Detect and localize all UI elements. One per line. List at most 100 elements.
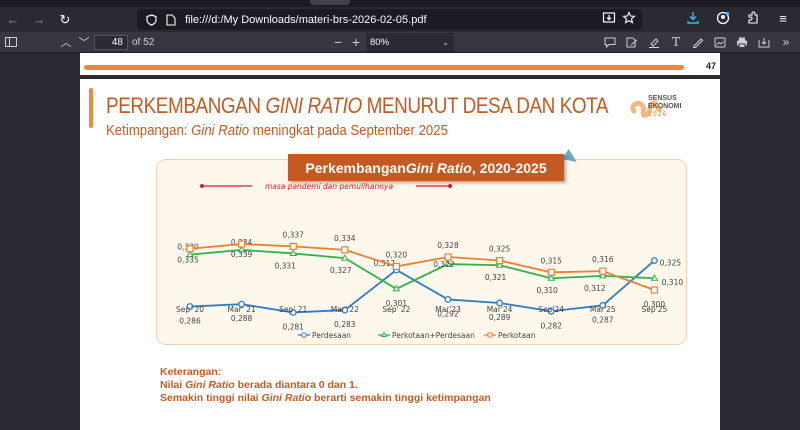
- chart-legend: Perdesaan Perkotaan+Perdesaan Perkotaan: [298, 331, 536, 340]
- svg-text:0,312: 0,312: [584, 284, 606, 293]
- svg-text:0,328: 0,328: [437, 241, 459, 250]
- shield-icon[interactable]: [143, 12, 159, 28]
- signature-icon: [626, 37, 638, 47]
- svg-text:0,286: 0,286: [179, 317, 201, 326]
- svg-text:Mar'24: Mar'24: [487, 305, 513, 314]
- title-accent-bar: [89, 88, 93, 128]
- page-subtitle: Ketimpangan: Gini Ratio meningkat pada S…: [106, 122, 448, 139]
- page-count: of 52: [132, 37, 155, 48]
- more-tools-button[interactable]: »: [776, 33, 796, 51]
- extensions-button[interactable]: [740, 7, 766, 29]
- svg-text:Sep'25: Sep'25: [642, 305, 668, 314]
- svg-text:Sep' 20: Sep' 20: [176, 305, 204, 314]
- page-number: 47: [705, 61, 716, 71]
- svg-text:0,301: 0,301: [386, 299, 408, 308]
- account-button[interactable]: [710, 7, 736, 29]
- printer-icon: [737, 37, 747, 48]
- svg-text:0,310: 0,310: [536, 286, 558, 295]
- chart-card: masa pandemi dan pemulihannya 0,286 0,288…: [156, 159, 687, 345]
- draw-button[interactable]: [688, 33, 708, 51]
- svg-text:0,331: 0,331: [274, 261, 296, 270]
- svg-text:Perkotaan: Perkotaan: [498, 331, 536, 340]
- comment-button[interactable]: [600, 33, 620, 51]
- svg-text:0,325: 0,325: [660, 259, 682, 268]
- previous-page-button[interactable]: ︿: [56, 33, 76, 51]
- svg-text:0,282: 0,282: [540, 321, 562, 330]
- highlight-button[interactable]: [644, 33, 664, 51]
- reload-button[interactable]: ↻: [52, 9, 78, 31]
- svg-text:0,325: 0,325: [489, 245, 511, 254]
- svg-text:0,320: 0,320: [386, 250, 408, 259]
- svg-text:0,292: 0,292: [437, 309, 459, 318]
- svg-text:0,283: 0,283: [334, 320, 356, 329]
- hamburger-menu-icon: ≡: [779, 10, 787, 26]
- zoom-select[interactable]: 80% ⌄: [366, 33, 454, 52]
- star-icon[interactable]: [622, 11, 636, 28]
- downloads-button[interactable]: [680, 7, 706, 29]
- highlighter-icon: [649, 37, 659, 48]
- forward-button[interactable]: →: [26, 9, 52, 31]
- signature-button[interactable]: [622, 33, 642, 51]
- text-icon: T: [671, 35, 680, 49]
- svg-text:Sep' 21: Sep' 21: [279, 305, 307, 314]
- url-text[interactable]: file:///d:/My Downloads/materi-brs-2026-…: [185, 13, 427, 26]
- svg-text:0,310: 0,310: [662, 278, 684, 287]
- orange-divider: [84, 65, 684, 70]
- logo-text: SENSUS EKONOMI 2026: [648, 95, 682, 118]
- svg-text:0,321: 0,321: [485, 273, 507, 282]
- svg-text:Mar' 22: Mar' 22: [331, 305, 359, 314]
- gini-ratio-line-chart: masa pandemi dan pemulihannya 0,286 0,288…: [176, 182, 684, 340]
- pdf-page: PERKEMBANGAN GINI RATIO MENURUT DESA DAN…: [80, 79, 720, 430]
- svg-text:0,316: 0,316: [592, 255, 614, 264]
- reload-icon: ↻: [59, 11, 71, 27]
- sidebar-toggle-button[interactable]: [1, 33, 21, 51]
- image-icon: [714, 37, 726, 47]
- comment-icon: [604, 37, 616, 48]
- back-button[interactable]: ←: [0, 9, 26, 31]
- navigation-bar: ← → ↻ file:///d:/My Downloads/materi-brs…: [0, 7, 800, 32]
- arrow-left-icon: ←: [6, 12, 20, 27]
- next-page-button[interactable]: ﹀: [74, 33, 94, 51]
- image-button[interactable]: [710, 33, 730, 51]
- zoom-out-button[interactable]: −: [333, 34, 343, 50]
- chevron-down-icon: ﹀: [78, 37, 90, 49]
- chevron-down-icon: ⌄: [442, 38, 449, 47]
- sensus-ekonomi-logo-icon: [630, 100, 663, 118]
- page-number-input[interactable]: 48: [94, 35, 128, 50]
- sidebar-icon: [5, 37, 17, 47]
- active-tab-edge[interactable]: [310, 0, 350, 5]
- svg-text:0,337: 0,337: [282, 230, 304, 239]
- svg-text:Mar'25: Mar'25: [590, 305, 616, 314]
- svg-text:Sep' 22: Sep' 22: [382, 305, 410, 314]
- svg-text:0,322: 0,322: [433, 260, 455, 269]
- arrow-right-icon: →: [32, 12, 46, 27]
- svg-text:0,327: 0,327: [330, 266, 352, 275]
- svg-text:Sep'24: Sep'24: [538, 305, 564, 314]
- menu-button[interactable]: ≡: [770, 7, 796, 29]
- svg-text:Perdesaan: Perdesaan: [312, 331, 351, 340]
- svg-text:0,289: 0,289: [489, 313, 511, 322]
- svg-text:0,339: 0,339: [231, 250, 253, 259]
- extensions-icon: [748, 11, 758, 24]
- svg-text:0,300: 0,300: [644, 300, 666, 309]
- pdf-viewer[interactable]: 47 PERKEMBANGAN GINI RATIO MENURUT DESA …: [0, 53, 800, 430]
- download-icon: [687, 12, 699, 24]
- text-button[interactable]: T: [666, 33, 686, 51]
- tab-strip: [0, 0, 800, 7]
- svg-text:0,315: 0,315: [540, 256, 562, 265]
- zoom-value: 80%: [370, 37, 390, 48]
- save-button[interactable]: [754, 33, 774, 51]
- page-title: PERKEMBANGAN GINI RATIO MENURUT DESA DAN…: [106, 93, 609, 118]
- url-bar[interactable]: file:///d:/My Downloads/materi-brs-2026-…: [137, 9, 642, 30]
- svg-text:0,281: 0,281: [282, 322, 304, 331]
- svg-text:0,334: 0,334: [334, 234, 356, 243]
- zoom-in-button[interactable]: +: [351, 34, 361, 50]
- pdf-toolbar: ︿ ﹀ 48 of 52 − + 80% ⌄ T »: [0, 32, 800, 53]
- print-button[interactable]: [732, 33, 752, 51]
- notes: Keterangan: Nilai Gini Ratio berada dian…: [160, 366, 491, 404]
- svg-text:0,335: 0,335: [177, 256, 199, 265]
- reader-view-icon[interactable]: [602, 11, 616, 28]
- pandemic-annotation: masa pandemi dan pemulihannya: [265, 182, 393, 191]
- previous-page-tail: 47: [80, 53, 720, 75]
- svg-text:Mar'23: Mar'23: [435, 305, 461, 314]
